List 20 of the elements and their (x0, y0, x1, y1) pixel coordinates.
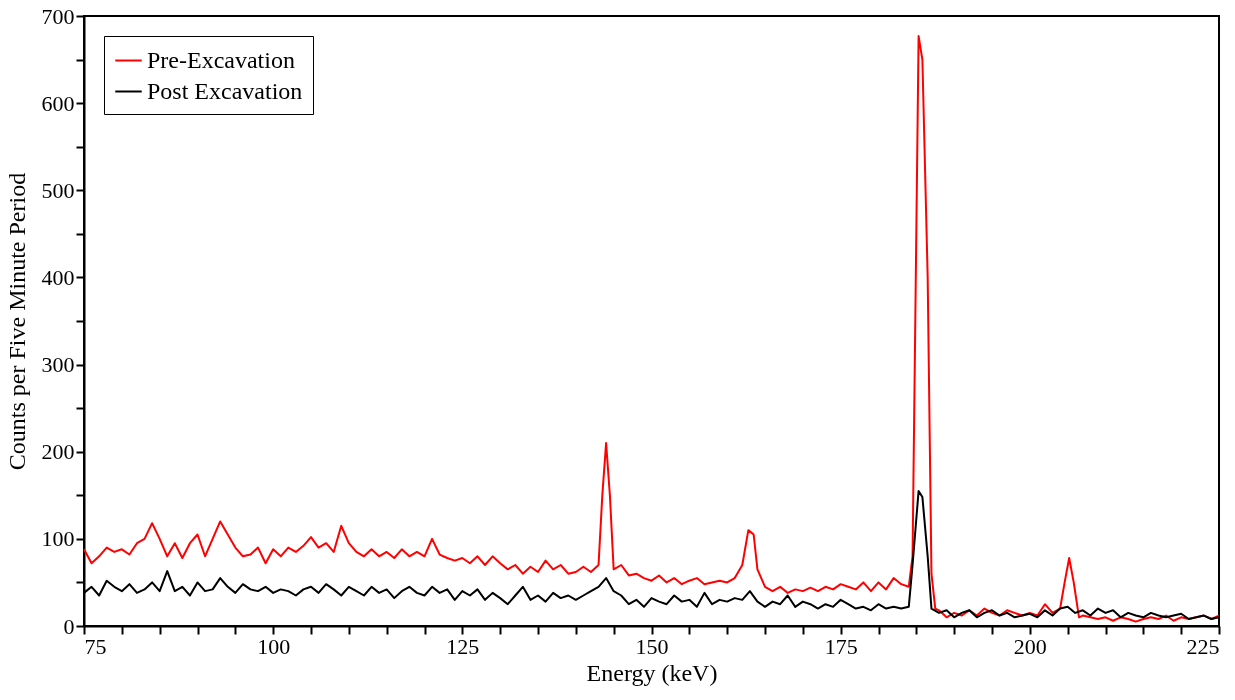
y-tick-label: 200 (41, 439, 75, 465)
x-tick-label: 75 (84, 633, 107, 659)
line-series (83, 35, 1220, 623)
y-tick-label: 300 (41, 352, 75, 378)
y-axis-title: Counts per Five Minute Period (3, 172, 30, 471)
x-tick-label: 175 (824, 633, 858, 659)
x-axis-title: Energy (keV) (586, 659, 718, 686)
y-tick-label: 400 (41, 264, 75, 290)
y-tick-label: 700 (41, 3, 75, 29)
x-tick-label: 200 (1013, 633, 1047, 659)
legend-label: Post Excavation (147, 77, 303, 104)
x-tick-label: 150 (635, 633, 669, 659)
legend-label: Pre-Excavation (147, 46, 295, 73)
x-tick-label: 225 (1186, 633, 1220, 659)
y-tick-label: 100 (41, 526, 75, 552)
y-tick-label: 0 (63, 613, 75, 639)
y-tick-label: 500 (41, 177, 75, 203)
x-tick-label: 125 (446, 633, 480, 659)
y-tick-label: 600 (41, 90, 75, 116)
x-tick-label: 100 (257, 633, 291, 659)
